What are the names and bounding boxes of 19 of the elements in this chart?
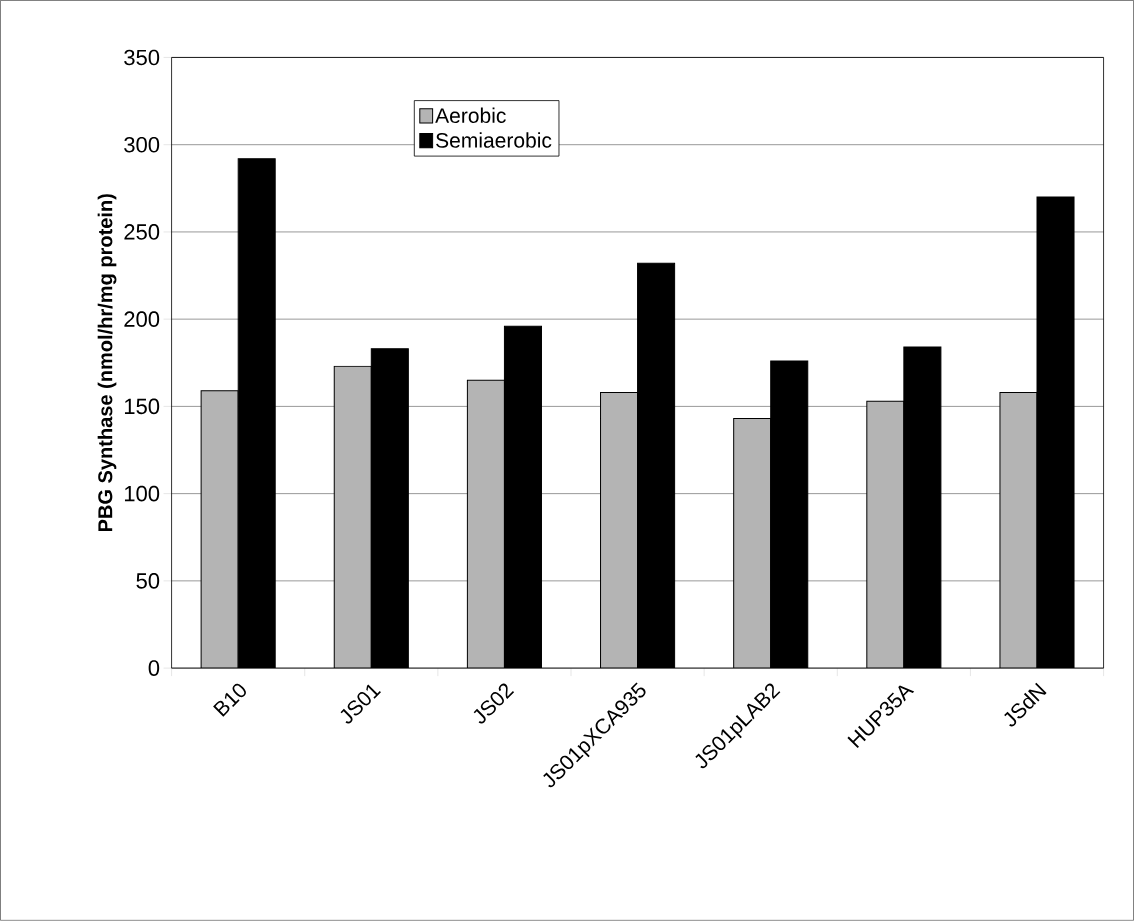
y-tick-label: 250 — [124, 224, 160, 240]
bar — [333, 365, 372, 669]
legend-label: Semiaerobic — [436, 132, 552, 148]
bar — [200, 390, 239, 669]
y-axis-title: PBG Synthase (nmol/hr/mg protein) — [97, 194, 117, 532]
bar — [866, 400, 905, 669]
legend-label: Aerobic — [435, 107, 506, 124]
y-tick-label: 100 — [124, 485, 160, 502]
bar — [733, 418, 772, 669]
bar — [466, 379, 505, 669]
x-tick-label: B10 — [213, 683, 246, 717]
y-tick-label: 200 — [124, 311, 160, 328]
bar — [999, 392, 1038, 669]
y-tick-label: 150 — [124, 398, 160, 415]
y-tick-label: 0 — [148, 660, 160, 677]
y-tick-label: 300 — [124, 136, 160, 153]
y-tick-label: 50 — [136, 573, 160, 589]
bar — [600, 392, 639, 669]
y-tick-label: 350 — [124, 49, 160, 66]
